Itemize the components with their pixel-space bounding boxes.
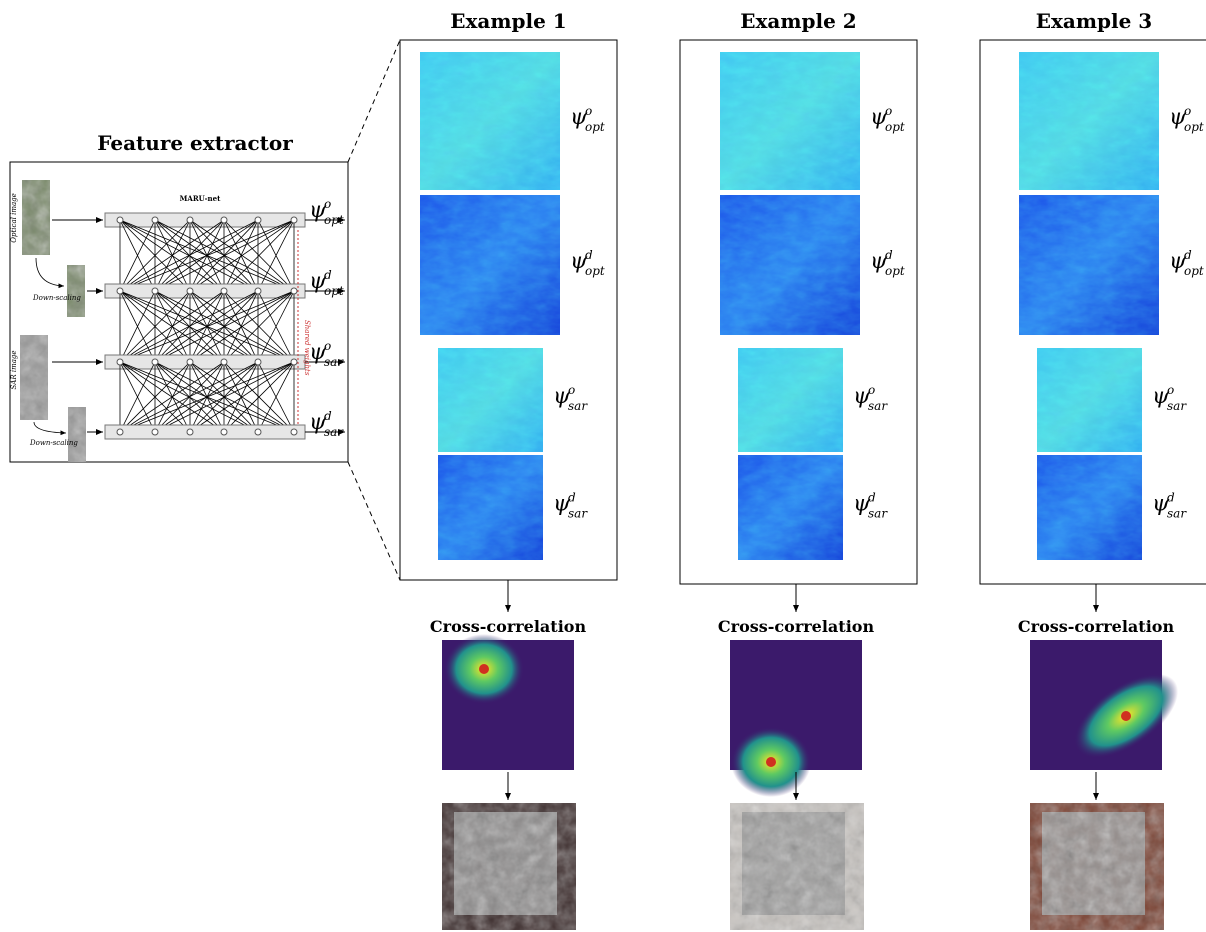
node	[291, 217, 297, 223]
psi-superscript: o	[585, 104, 592, 118]
node	[221, 217, 227, 223]
feature-map-texture	[1037, 455, 1142, 560]
feature-map-texture	[720, 52, 860, 190]
psi-subscript: opt	[324, 213, 344, 227]
shared-weights-label: Shared weights	[303, 320, 311, 376]
psi-subscript: opt	[1184, 120, 1204, 134]
example-title: Example 3	[1036, 9, 1152, 33]
node	[117, 288, 123, 294]
thumbnail-texture	[67, 265, 85, 317]
match-point	[479, 664, 489, 674]
thumbnail-texture	[20, 335, 48, 420]
feature-map-texture	[1019, 195, 1159, 335]
psi-superscript: d	[324, 268, 332, 282]
psi-superscript: d	[868, 491, 876, 505]
feature-map-texture	[738, 455, 843, 560]
psi-superscript: o	[1167, 383, 1174, 397]
feature-map-texture	[738, 348, 843, 452]
psi-superscript: o	[568, 383, 575, 397]
node	[187, 217, 193, 223]
cross-correlation-title: Cross-correlation	[1018, 617, 1175, 636]
psi-subscript: opt	[885, 120, 905, 134]
sar-image-label: SAR image	[10, 350, 18, 389]
node	[152, 359, 158, 365]
layer-bar	[105, 355, 305, 369]
cross-correlation-title: Cross-correlation	[718, 617, 875, 636]
psi-subscript: sar	[568, 507, 588, 521]
feature-map-texture	[1019, 52, 1159, 190]
psi-superscript: o	[324, 339, 331, 353]
thumbnail-texture	[68, 407, 86, 462]
node	[221, 359, 227, 365]
network-label: MARU-net	[180, 194, 221, 203]
psi-superscript: o	[885, 104, 892, 118]
downscaling-label: Down-scaling	[29, 439, 78, 447]
psi-superscript: d	[585, 248, 593, 262]
psi-subscript: sar	[868, 507, 888, 521]
node	[255, 217, 261, 223]
overlay-sar-texture	[742, 812, 845, 915]
psi-subscript: opt	[885, 264, 905, 278]
psi-superscript: o	[868, 383, 875, 397]
node	[291, 359, 297, 365]
node	[187, 359, 193, 365]
match-point	[1121, 711, 1131, 721]
node	[152, 217, 158, 223]
layer-bar	[105, 284, 305, 298]
feature-extractor-title: Feature extractor	[97, 131, 293, 155]
overlay-sar-texture	[454, 812, 557, 915]
zoom-line	[348, 462, 400, 580]
psi-superscript: d	[885, 248, 893, 262]
thumbnail-texture	[22, 180, 50, 255]
psi-subscript: sar	[324, 355, 344, 369]
psi-subscript: opt	[1184, 264, 1204, 278]
node	[255, 288, 261, 294]
node	[152, 288, 158, 294]
feature-map-texture	[1037, 348, 1142, 452]
optical-image-label: Optical image	[10, 193, 18, 243]
node	[291, 429, 297, 435]
node	[291, 288, 297, 294]
overlay-sar-texture	[1042, 812, 1145, 915]
node	[255, 359, 261, 365]
node	[187, 288, 193, 294]
psi-superscript: o	[1184, 104, 1191, 118]
psi-subscript: opt	[585, 264, 605, 278]
zoom-line	[348, 40, 400, 162]
layer-bar	[105, 213, 305, 227]
psi-subscript: opt	[585, 120, 605, 134]
psi-subscript: sar	[568, 399, 588, 413]
feature-map-texture	[720, 195, 860, 335]
psi-superscript: o	[324, 197, 331, 211]
psi-superscript: d	[1167, 491, 1175, 505]
node	[221, 429, 227, 435]
node	[117, 429, 123, 435]
node	[117, 359, 123, 365]
example-title: Example 2	[740, 9, 856, 33]
match-point	[766, 757, 776, 767]
psi-subscript: sar	[1167, 507, 1187, 521]
psi-subscript: sar	[1167, 399, 1187, 413]
feature-map-texture	[420, 52, 560, 190]
feature-map-texture	[420, 195, 560, 335]
node	[187, 429, 193, 435]
psi-superscript: d	[1184, 248, 1192, 262]
psi-superscript: d	[324, 409, 332, 423]
example-title: Example 1	[450, 9, 566, 33]
node	[117, 217, 123, 223]
node	[152, 429, 158, 435]
node	[221, 288, 227, 294]
psi-subscript: sar	[324, 425, 344, 439]
feature-extractor-box	[10, 162, 348, 462]
psi-subscript: opt	[324, 284, 344, 298]
psi-superscript: d	[568, 491, 576, 505]
feature-map-texture	[438, 348, 543, 452]
layer-bar	[105, 425, 305, 439]
figure: Feature extractorMARU-netψooptψdoptψosar…	[0, 0, 1206, 932]
downscaling-label: Down-scaling	[32, 294, 81, 302]
psi-subscript: sar	[868, 399, 888, 413]
cross-correlation-title: Cross-correlation	[430, 617, 587, 636]
node	[255, 429, 261, 435]
feature-map-texture	[438, 455, 543, 560]
